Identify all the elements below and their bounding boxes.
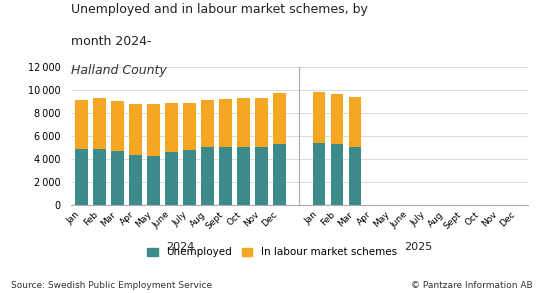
Text: month 2024-: month 2024-: [71, 35, 151, 48]
Bar: [93, 149, 106, 205]
Bar: [147, 156, 160, 205]
Bar: [273, 144, 286, 205]
Legend: Unemployed, In labour market schemes: Unemployed, In labour market schemes: [143, 243, 401, 261]
Bar: [165, 103, 178, 152]
Bar: [349, 147, 361, 205]
Bar: [183, 103, 196, 150]
Bar: [255, 98, 268, 146]
Bar: [313, 143, 325, 205]
Bar: [201, 147, 214, 205]
Bar: [219, 99, 232, 147]
Text: Unemployed and in labour market schemes, by: Unemployed and in labour market schemes,…: [71, 3, 368, 16]
Text: Source: Swedish Public Employment Service: Source: Swedish Public Employment Servic…: [11, 281, 212, 290]
Text: 2025: 2025: [404, 242, 432, 252]
Text: 2024: 2024: [166, 242, 195, 252]
Bar: [331, 94, 343, 144]
Bar: [165, 152, 178, 205]
Bar: [273, 93, 286, 144]
Bar: [93, 98, 106, 149]
Bar: [75, 149, 88, 205]
Text: Halland County: Halland County: [71, 64, 166, 77]
Bar: [111, 101, 124, 151]
Bar: [255, 146, 268, 205]
Bar: [331, 144, 343, 205]
Bar: [237, 98, 250, 147]
Bar: [201, 100, 214, 147]
Bar: [75, 100, 88, 149]
Bar: [147, 103, 160, 156]
Bar: [313, 92, 325, 143]
Bar: [129, 104, 142, 155]
Bar: [237, 147, 250, 205]
Text: © Pantzare Information AB: © Pantzare Information AB: [411, 281, 533, 290]
Bar: [129, 155, 142, 205]
Bar: [349, 97, 361, 147]
Bar: [183, 150, 196, 205]
Bar: [111, 151, 124, 205]
Bar: [219, 147, 232, 205]
